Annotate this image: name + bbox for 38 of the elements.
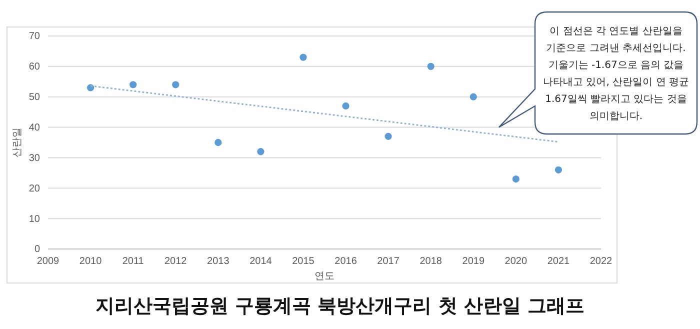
point	[427, 62, 434, 70]
point	[470, 93, 477, 100]
y-tick-label: 70	[28, 31, 40, 42]
x-axis-title: 연도	[314, 271, 334, 282]
point	[300, 54, 307, 61]
point	[342, 102, 350, 110]
x-tick-label: 2018	[420, 256, 442, 268]
annotation: 이 점선은 각 연도별 산란일을 기준으로 그려낸 추세선입니다. 기울기는 -1.67으로 음의 값을 나타내고 있어, 산란일이 연 평균 1.67일씩 빨라지고 있다는 것을 의미합니다.	[543, 26, 689, 122]
point	[214, 138, 222, 146]
x-tick-label: 2013	[207, 256, 230, 268]
y-tick-label: 0	[34, 244, 40, 256]
x-tick-label: 2012	[164, 256, 188, 268]
x-tick-label: 2019	[462, 256, 485, 268]
x-tick-label: 2020	[504, 256, 528, 268]
point	[512, 175, 520, 183]
x-tick-label: 2010	[79, 256, 102, 268]
point	[172, 81, 180, 88]
y-tick-label: 10	[28, 214, 40, 225]
point	[384, 132, 392, 140]
point	[130, 81, 137, 88]
y-tick-label: 50	[28, 92, 40, 104]
x-tick-label: 2011	[122, 256, 144, 268]
y-tick-label: 40	[28, 122, 40, 134]
x-tick-label: 2016	[334, 256, 358, 268]
y-axis-title: 산란일	[12, 128, 23, 158]
point	[257, 148, 264, 156]
y-tick-label: 30	[28, 152, 40, 164]
x-tick-label: 2022	[590, 256, 613, 268]
y-tick-label: 60	[28, 62, 40, 73]
x-tick-label: 2017	[377, 256, 400, 268]
x-tick-label: 2015	[292, 256, 315, 268]
x-tick-label: 2009	[36, 256, 60, 268]
point	[86, 84, 94, 92]
text: 지리산국립공원 구룡계곡 북방산개구리 첫 산란일 그래프	[95, 295, 585, 317]
x-tick-label: 2021	[547, 256, 570, 268]
x-tick-label: 2014	[250, 256, 272, 268]
y-tick-label: 20	[28, 183, 40, 194]
point	[554, 166, 562, 174]
